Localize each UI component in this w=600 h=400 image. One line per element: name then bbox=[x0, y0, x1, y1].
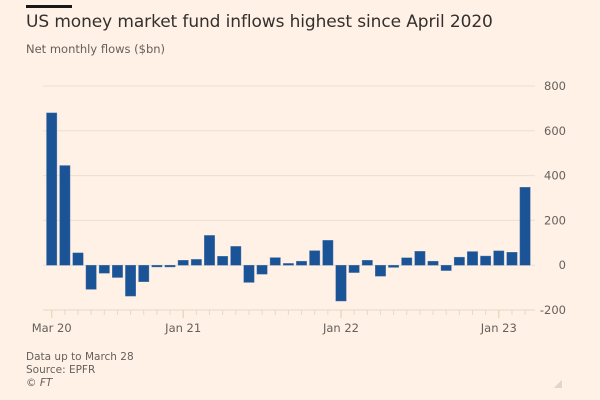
bar bbox=[98, 265, 110, 274]
y-tick-label: 400 bbox=[544, 169, 566, 183]
chart-subtitle: Net monthly flows ($bn) bbox=[26, 42, 166, 56]
bar bbox=[467, 251, 478, 266]
y-tick-label: -200 bbox=[540, 303, 566, 317]
bar bbox=[243, 265, 255, 283]
chart-title: US money market fund inflows highest sin… bbox=[26, 12, 493, 32]
bar bbox=[177, 260, 189, 266]
bar bbox=[72, 252, 84, 266]
bars bbox=[46, 112, 531, 302]
y-tick-label: 0 bbox=[559, 258, 566, 272]
bar bbox=[427, 260, 439, 266]
bar bbox=[151, 265, 163, 268]
y-tick-label: 600 bbox=[544, 124, 566, 138]
x-axis-labels: Mar 20 Jan 21 Jan 22 Jan 23 bbox=[32, 321, 517, 335]
bar bbox=[480, 255, 492, 266]
x-tick-label: Jan 22 bbox=[322, 321, 359, 335]
bar bbox=[440, 265, 452, 271]
y-axis-labels: 800 600 400 200 0 -200 bbox=[540, 79, 566, 317]
x-tick-label: Jan 21 bbox=[164, 321, 201, 335]
bar bbox=[414, 251, 426, 266]
bar bbox=[85, 265, 97, 290]
bar bbox=[348, 265, 360, 273]
bar bbox=[283, 263, 294, 266]
bar bbox=[190, 259, 202, 266]
bar bbox=[493, 250, 505, 266]
data-note: Data up to March 28 bbox=[26, 351, 134, 363]
bar bbox=[375, 265, 386, 277]
bar bbox=[506, 252, 518, 266]
bar bbox=[269, 257, 281, 266]
x-axis bbox=[43, 309, 535, 318]
bar bbox=[125, 265, 137, 297]
chart-footer: Data up to March 28 Source: EPFR © FT bbox=[26, 351, 134, 390]
x-tick-label: Jan 23 bbox=[480, 321, 517, 335]
bar bbox=[335, 265, 347, 302]
bar bbox=[112, 265, 123, 278]
bar bbox=[401, 257, 413, 266]
bar bbox=[309, 250, 321, 266]
ft-top-rule bbox=[26, 5, 72, 8]
bar bbox=[322, 240, 334, 266]
bar bbox=[138, 265, 150, 282]
source-note: Source: EPFR bbox=[26, 364, 96, 376]
bar bbox=[217, 256, 229, 266]
x-tick-label: Mar 20 bbox=[32, 321, 72, 335]
bar bbox=[59, 165, 71, 266]
bar bbox=[46, 112, 58, 266]
y-tick-label: 200 bbox=[544, 213, 566, 227]
bar bbox=[388, 265, 399, 268]
bar bbox=[361, 260, 373, 266]
bar bbox=[204, 235, 215, 266]
bar bbox=[296, 260, 307, 266]
bar bbox=[256, 265, 268, 275]
resize-handle[interactable] bbox=[554, 380, 562, 388]
bar bbox=[230, 246, 242, 266]
copyright: © FT bbox=[26, 377, 53, 389]
y-tick-label: 800 bbox=[544, 79, 566, 93]
bar bbox=[519, 187, 531, 266]
gridlines bbox=[43, 85, 535, 266]
bar bbox=[453, 256, 465, 266]
bar bbox=[164, 265, 176, 268]
